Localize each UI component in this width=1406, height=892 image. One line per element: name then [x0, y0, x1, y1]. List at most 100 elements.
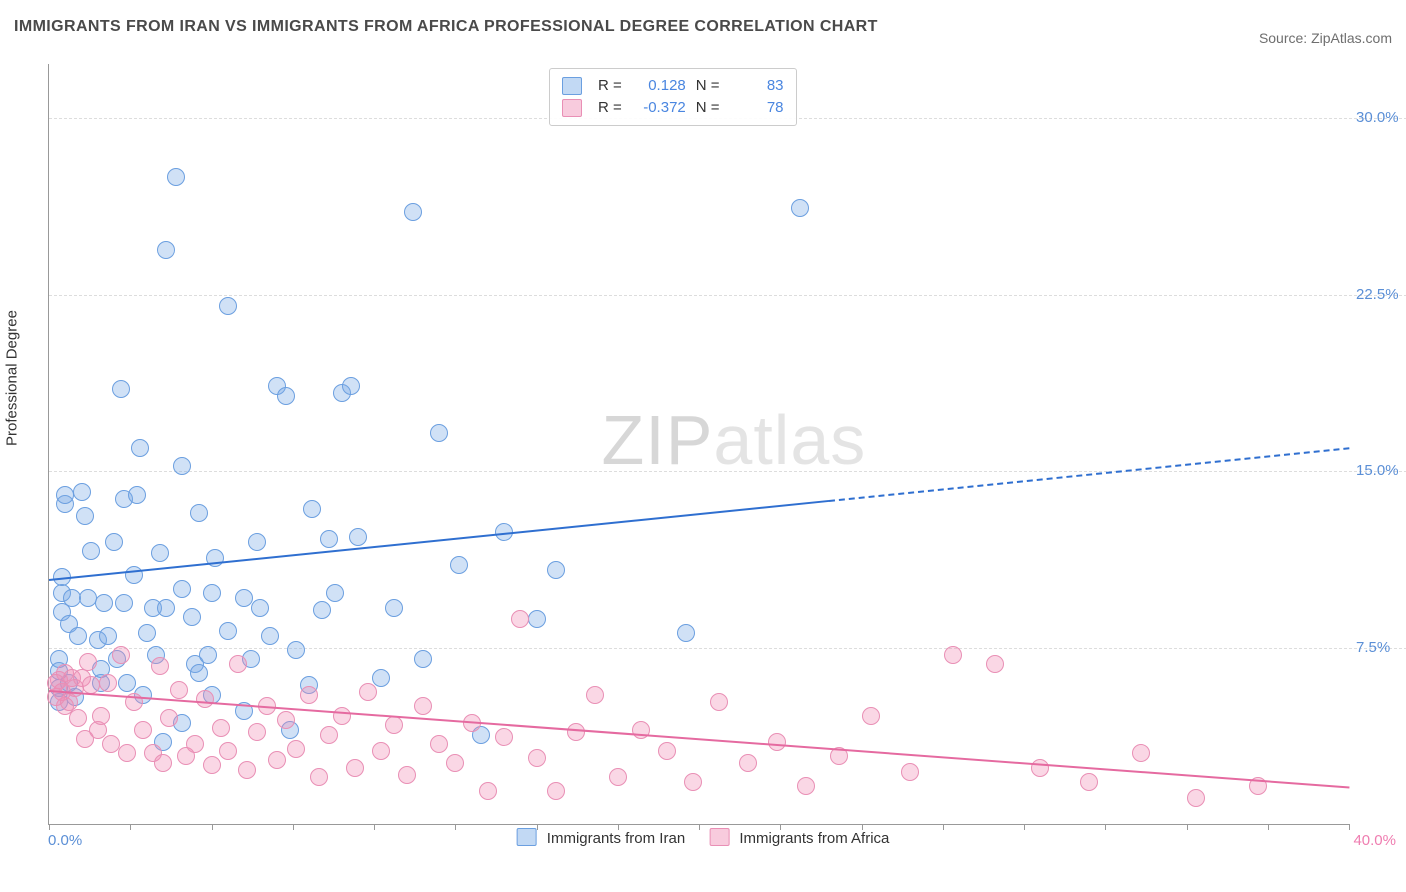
x-axis-min-label: 0.0%	[48, 832, 82, 849]
data-point	[1080, 773, 1098, 791]
data-point	[99, 627, 117, 645]
data-point	[82, 676, 100, 694]
data-point	[73, 483, 91, 501]
data-point	[151, 657, 169, 675]
data-point	[99, 674, 117, 692]
n-value-series-1: 83	[730, 75, 784, 97]
data-point	[79, 653, 97, 671]
data-point	[219, 622, 237, 640]
data-point	[190, 664, 208, 682]
y-axis-label: Professional Degree	[4, 310, 21, 446]
data-point	[404, 203, 422, 221]
r-label: R =	[598, 75, 622, 97]
data-point	[128, 486, 146, 504]
x-tick	[455, 824, 456, 830]
data-point	[173, 457, 191, 475]
data-point	[118, 744, 136, 762]
data-point	[287, 641, 305, 659]
data-point	[105, 533, 123, 551]
r-value-series-2: -0.372	[632, 97, 686, 119]
correlation-stats-box: R = 0.128 N = 83 R = -0.372 N = 78	[549, 68, 797, 126]
gridline	[49, 648, 1406, 649]
x-tick	[1105, 824, 1106, 830]
watermark-atlas: atlas	[713, 401, 866, 479]
x-tick	[293, 824, 294, 830]
legend-swatch-2-icon	[709, 828, 729, 846]
data-point	[1132, 744, 1150, 762]
data-point	[196, 690, 214, 708]
data-point	[277, 711, 295, 729]
x-tick	[130, 824, 131, 830]
data-point	[677, 624, 695, 642]
legend-swatch-1-icon	[517, 828, 537, 846]
data-point	[768, 733, 786, 751]
data-point	[170, 681, 188, 699]
data-point	[183, 608, 201, 626]
data-point	[414, 697, 432, 715]
series-2-swatch-icon	[562, 99, 582, 117]
data-point	[986, 655, 1004, 673]
data-point	[430, 735, 448, 753]
data-point	[567, 723, 585, 741]
data-point	[203, 584, 221, 602]
data-point	[372, 669, 390, 687]
data-point	[92, 707, 110, 725]
data-point	[862, 707, 880, 725]
gridline	[49, 471, 1406, 472]
data-point	[901, 763, 919, 781]
data-point	[684, 773, 702, 791]
data-point	[219, 297, 237, 315]
data-point	[310, 768, 328, 786]
data-point	[320, 530, 338, 548]
data-point	[479, 782, 497, 800]
data-point	[511, 610, 529, 628]
scatter-plot-area: R = 0.128 N = 83 R = -0.372 N = 78 ZIPat…	[48, 64, 1349, 825]
data-point	[235, 589, 253, 607]
data-point	[303, 500, 321, 518]
data-point	[333, 707, 351, 725]
r-value-series-1: 0.128	[632, 75, 686, 97]
data-point	[547, 782, 565, 800]
legend-item-2: Immigrants from Africa	[709, 828, 889, 847]
data-point	[346, 759, 364, 777]
data-point	[1187, 789, 1205, 807]
data-point	[186, 735, 204, 753]
series-1-swatch-icon	[562, 77, 582, 95]
source-attribution: Source: ZipAtlas.com	[1259, 30, 1392, 46]
data-point	[248, 533, 266, 551]
data-point	[326, 584, 344, 602]
data-point	[138, 624, 156, 642]
data-point	[229, 655, 247, 673]
data-point	[450, 556, 468, 574]
data-point	[248, 723, 266, 741]
x-tick	[49, 824, 50, 830]
data-point	[658, 742, 676, 760]
n-value-series-2: 78	[730, 97, 784, 119]
data-point	[359, 683, 377, 701]
data-point	[528, 610, 546, 628]
data-point	[710, 693, 728, 711]
watermark-zip: ZIP	[602, 401, 714, 479]
data-point	[219, 742, 237, 760]
data-point	[791, 199, 809, 217]
stats-row-series-1: R = 0.128 N = 83	[562, 75, 784, 97]
data-point	[547, 561, 565, 579]
legend: Immigrants from Iran Immigrants from Afr…	[517, 828, 890, 847]
data-point	[372, 742, 390, 760]
y-tick-label: 7.5%	[1356, 639, 1390, 656]
data-point	[446, 754, 464, 772]
trend-line	[49, 500, 829, 581]
data-point	[167, 168, 185, 186]
data-point	[342, 377, 360, 395]
data-point	[160, 709, 178, 727]
chart-title: IMMIGRANTS FROM IRAN VS IMMIGRANTS FROM …	[14, 18, 878, 36]
data-point	[56, 486, 74, 504]
data-point	[112, 380, 130, 398]
data-point	[495, 728, 513, 746]
data-point	[134, 721, 152, 739]
gridline	[49, 295, 1406, 296]
y-tick-label: 15.0%	[1356, 462, 1399, 479]
data-point	[313, 601, 331, 619]
data-point	[300, 686, 318, 704]
data-point	[586, 686, 604, 704]
